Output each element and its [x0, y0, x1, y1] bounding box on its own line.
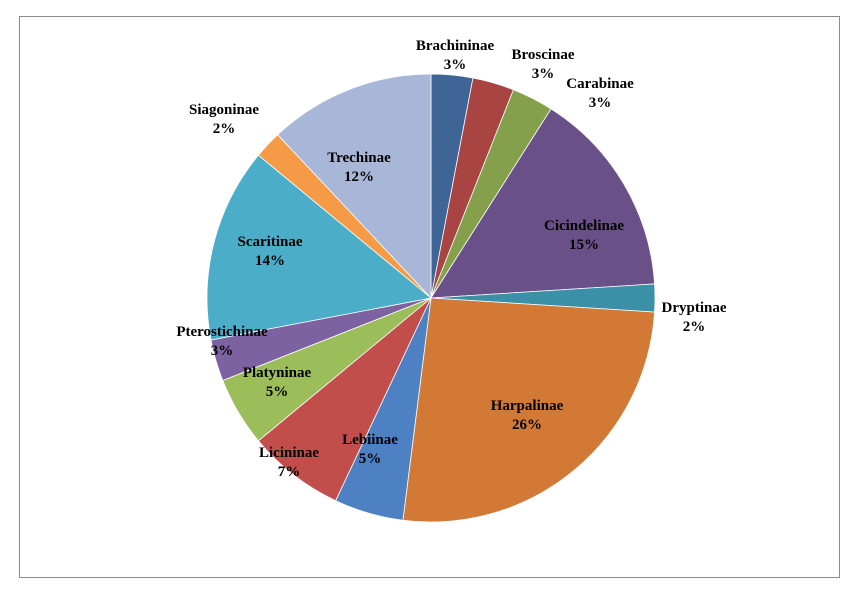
- slice-label-broscinae: Broscinae 3%: [511, 47, 574, 82]
- slice-percent-label: 2%: [683, 319, 706, 335]
- slice-percent-label: 3%: [444, 57, 467, 73]
- slice-category-label: Licininae: [259, 445, 319, 461]
- slice-percent-label: 2%: [213, 121, 236, 137]
- slice-category-label: Scaritinae: [238, 234, 303, 250]
- slice-percent-label: 5%: [359, 451, 382, 467]
- slice-category-label: Platyninae: [243, 365, 312, 381]
- slice-label-siagoninae: Siagoninae 2%: [189, 102, 259, 137]
- slice-category-label: Brachininae: [416, 38, 495, 54]
- slice-label-lebiinae: Lebiinae 5%: [342, 432, 398, 467]
- slice-category-label: Broscinae: [511, 47, 574, 63]
- slice-percent-label: 3%: [532, 66, 555, 82]
- pie-slices: [206, 73, 656, 523]
- slice-category-label: Cicindelinae: [544, 218, 624, 234]
- slice-percent-label: 5%: [266, 384, 289, 400]
- slice-category-label: Carabinae: [566, 76, 634, 92]
- slice-category-label: Pterostichinae: [176, 324, 268, 340]
- slice-label-brachininae: Brachininae 3%: [416, 38, 495, 73]
- slice-category-label: Trechinae: [327, 150, 391, 166]
- slice-label-platyninae: Platyninae 5%: [243, 365, 312, 400]
- slice-label-scaritinae: Scaritinae 14%: [238, 234, 303, 269]
- slice-label-dryptinae: Dryptinae 2%: [662, 300, 727, 335]
- slice-label-harpalinae: Harpalinae 26%: [491, 398, 564, 433]
- slice-percent-label: 26%: [512, 417, 542, 433]
- slice-category-label: Dryptinae: [662, 300, 727, 316]
- slice-percent-label: 15%: [569, 237, 599, 253]
- pie-labels: Brachininae 3% Broscinae 3% Carabinae 3% Cicin…: [176, 38, 727, 480]
- slice-percent-label: 3%: [589, 95, 612, 111]
- slice-category-label: Lebiinae: [342, 432, 398, 448]
- slice-label-licininae: Licininae 7%: [259, 445, 319, 480]
- pie-slice-trechinae: [277, 73, 432, 300]
- slice-percent-label: 3%: [211, 343, 234, 359]
- pie-slice-harpalinae: [402, 297, 655, 523]
- pie-slice-scaritinae: [206, 154, 432, 341]
- pie-slice-cicindelinae: [430, 108, 655, 299]
- slice-label-trechinae: Trechinae 12%: [327, 150, 391, 185]
- slice-percent-label: 7%: [278, 464, 301, 480]
- slice-percent-label: 14%: [255, 253, 285, 269]
- slice-percent-label: 12%: [344, 169, 374, 185]
- slice-label-cicindelinae: Cicindelinae 15%: [544, 218, 624, 253]
- slice-label-carabinae: Carabinae 3%: [566, 76, 634, 111]
- slice-label-pterostichinae: Pterostichinae 3%: [176, 324, 268, 359]
- slice-category-label: Harpalinae: [491, 398, 564, 414]
- slice-category-label: Siagoninae: [189, 102, 259, 118]
